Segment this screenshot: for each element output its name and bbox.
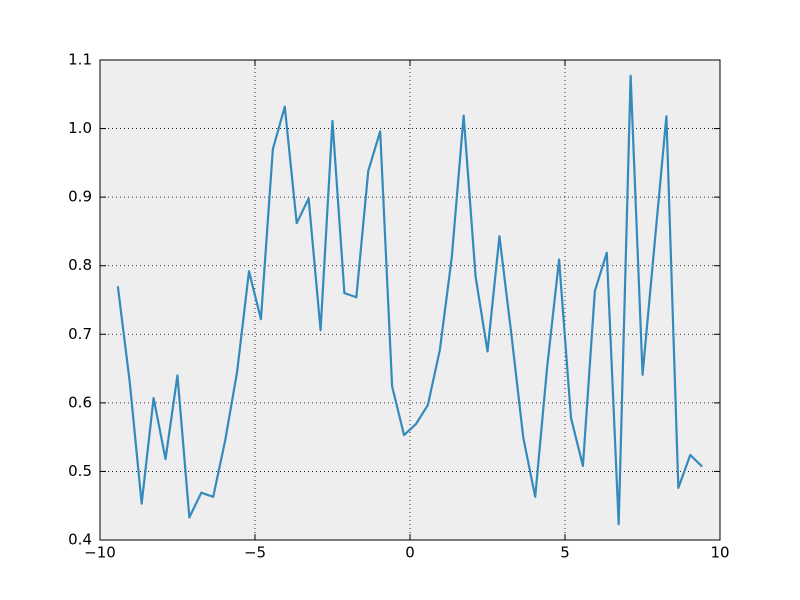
y-tick-label: 0.5 — [68, 462, 92, 480]
x-tick-label: −10 — [84, 544, 116, 562]
y-tick-label: 0.6 — [68, 393, 92, 411]
y-tick-label: 0.9 — [68, 188, 92, 206]
x-tick-label: −5 — [244, 544, 266, 562]
y-tick-label: 0.7 — [68, 325, 92, 343]
x-tick-label: 0 — [405, 544, 415, 562]
y-tick-label: 1.1 — [68, 51, 92, 69]
plot-border — [99, 59, 721, 541]
y-tick-label: 1.0 — [68, 119, 92, 137]
x-tick-label: 5 — [560, 544, 570, 562]
y-tick-label: 0.4 — [68, 531, 92, 549]
data-line — [116, 74, 703, 526]
x-tick-label: 10 — [710, 544, 729, 562]
y-tick-label: 0.8 — [68, 256, 92, 274]
